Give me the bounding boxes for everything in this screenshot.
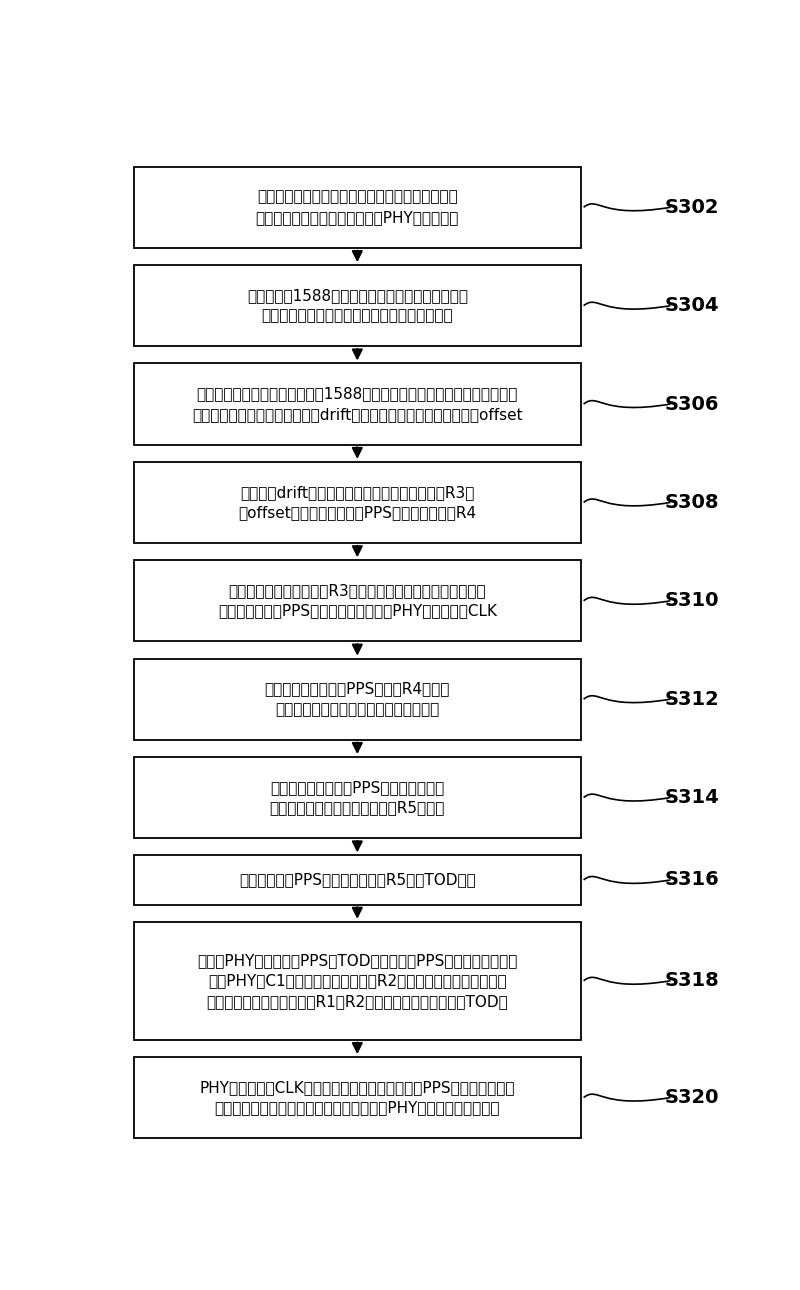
Text: S306: S306 [665,395,719,414]
Text: 时钟模块的本地时钟经过R3校准频率后，产生一个与主时钟频
率同步的时钟和PPS秒脉冲，该时钟作为PHY的工作时钟CLK: 时钟模块的本地时钟经过R3校准频率后，产生一个与主时钟频 率同步的时钟和PPS秒… [218,583,497,618]
Bar [134,855,581,904]
Text: 与主时钟频率同步的PPS再经过R4校准相
位，使其上升沿处于主时钟的整数秒时刻: 与主时钟频率同步的PPS再经过R4校准相 位，使其上升沿处于主时钟的整数秒时刻 [265,681,450,717]
Text: S318: S318 [665,971,719,991]
Text: PHY的工作时钟CLK的频率与主时钟同步，收到的PPS的每个上升沿的
时间值均与主时钟同步，从而可以实现所有PHY与主时钟的时间同步: PHY的工作时钟CLK的频率与主时钟同步，收到的PPS的每个上升沿的 时间值均与… [199,1080,515,1116]
Bar [134,560,581,641]
Text: S308: S308 [665,493,719,512]
Text: 处理器与精度最高的主时钟交互1588同步报文，并利用时间戳信息计算得到
本地时钟频率相对主时钟频率的drift，以及本地时间与主时钟时间的offset: 处理器与精度最高的主时钟交互1588同步报文，并利用时间戳信息计算得到 本地时钟… [192,386,522,422]
Text: 设置多端口以太网装置的一个端口或多个端口为从
时钟端口，这些端口可以为任意PHY的任意端口: 设置多端口以太网装置的一个端口或多个端口为从 时钟端口，这些端口可以为任意PHY… [256,190,459,224]
Bar [134,757,581,838]
Text: 处理器根据1588协议从与从时钟端口连接的多个主
时钟中选择出一个精度最高的主时钟作为同步源: 处理器根据1588协议从与从时钟端口连接的多个主 时钟中选择出一个精度最高的主时… [246,288,468,324]
Text: 处理器先输出PPS，然后输出包括R5值的TOD信号: 处理器先输出PPS，然后输出包括R5值的TOD信号 [239,872,476,888]
Text: S310: S310 [665,591,719,610]
Text: S302: S302 [665,197,719,217]
Text: S320: S320 [665,1087,719,1107]
Text: S304: S304 [665,297,719,315]
Text: 处理器将drift值写入时钟模块的频率调整寄存器R3，
将offset值写入时钟模块的PPS相位调整寄存器R4: 处理器将drift值写入时钟模块的频率调整寄存器R3， 将offset值写入时钟… [238,485,476,520]
Text: S312: S312 [665,690,719,708]
Bar [134,1057,581,1138]
Text: 处理器把将要输出的PPS的上升沿对应的
主时钟的时间值写入时钟模块的R5寄存器: 处理器把将要输出的PPS的上升沿对应的 主时钟的时间值写入时钟模块的R5寄存器 [270,780,445,815]
Text: 所有的PHY收到相同的PPS和TOD信号后，以PPS的上升沿为触发，
每片PHY的C1计数器的秒域以寄存器R2的值为初值，纳秒域以零为
初值开始计数。然后寄存器: 所有的PHY收到相同的PPS和TOD信号后，以PPS的上升沿为触发， 每片PHY… [197,953,518,1009]
Bar [134,659,581,739]
Text: S314: S314 [665,788,719,808]
Bar [134,264,581,346]
Bar [134,462,581,543]
Text: S316: S316 [665,871,719,889]
Bar [134,364,581,445]
Bar [134,166,581,248]
Bar [134,922,581,1040]
